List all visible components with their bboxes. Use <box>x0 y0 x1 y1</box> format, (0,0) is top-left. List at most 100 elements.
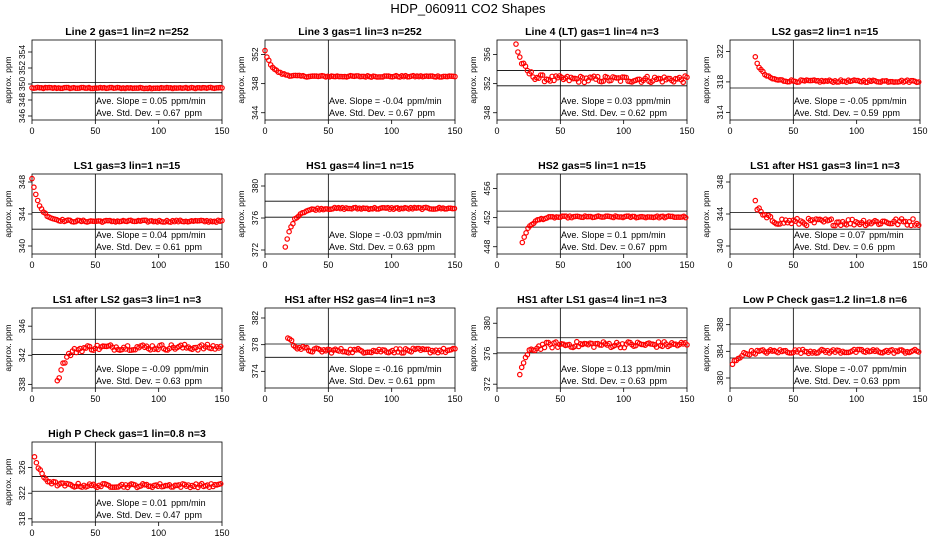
slope-label: Ave. Slope = <box>794 364 848 374</box>
slope-annotation: Ave. Slope = 0.13 ppm/min <box>561 364 671 374</box>
data-point <box>539 72 546 78</box>
slope-value: -0.05 <box>848 96 869 106</box>
data-point <box>524 351 531 358</box>
y-tick-label: 340 <box>715 239 725 253</box>
std-annotation: Ave. Std. Dev. = 0.63 ppm <box>96 376 202 386</box>
slope-label: Ave. Slope = <box>96 498 150 508</box>
x-tick-label: 50 <box>90 126 100 136</box>
data-point <box>518 364 525 371</box>
panel-11: HS1 after LS1 gas=4 lin=1 n=3 372 376 380 ap… <box>468 294 695 404</box>
x-tick-label: 150 <box>912 394 927 404</box>
y-tick-label: 380 <box>250 179 260 193</box>
std-value: 0.6 <box>861 242 874 252</box>
std-label: Ave. Std. Dev. = <box>96 242 163 252</box>
y-tick-label: 376 <box>250 211 260 225</box>
y-axis-label: approx. ppm <box>3 458 13 505</box>
slope-value: 0.01 <box>150 498 168 508</box>
data-point <box>516 54 523 60</box>
data-point <box>217 480 224 487</box>
slope-label: Ave. Slope = <box>794 96 848 106</box>
x-tick-label: 150 <box>679 260 694 270</box>
x-tick-label: 50 <box>788 260 798 270</box>
y-tick-label: 380 <box>715 371 725 385</box>
slope-value: 0.03 <box>615 96 633 106</box>
plot-frame <box>496 173 688 255</box>
x-tick-label: 150 <box>214 260 229 270</box>
data-point <box>541 344 548 351</box>
data-points <box>29 175 225 225</box>
x-tick-label: 50 <box>555 126 565 136</box>
data-point <box>290 220 296 227</box>
slope-unit: ppm/min <box>407 230 442 240</box>
y-axis-label: approx. ppm <box>468 56 478 103</box>
y-axis-label: approx. ppm <box>236 56 246 103</box>
panel-title: HS1 after LS1 gas=4 lin=1 n=3 <box>517 294 667 306</box>
x-tick-label: 0 <box>29 528 34 538</box>
std-unit: ppm <box>184 510 202 520</box>
data-point <box>680 79 687 86</box>
panel-title: HS1 after HS2 gas=4 lin=1 n=3 <box>285 294 436 306</box>
y-axis-label: approx. ppm <box>3 190 13 237</box>
panel-title: Low P Check gas=1.2 lin=1.8 n=6 <box>743 294 907 306</box>
data-point <box>752 197 759 204</box>
std-unit: ppm <box>649 242 667 252</box>
slope-annotation: Ave. Slope = -0.16 ppm/min <box>329 364 442 374</box>
std-unit: ppm <box>877 242 895 252</box>
x-tick-label: 150 <box>214 528 229 538</box>
std-annotation: Ave. Std. Dev. = 0.63 ppm <box>561 376 667 386</box>
slope-value: -0.16 <box>383 364 404 374</box>
slope-unit: ppm/min <box>171 96 206 106</box>
data-points <box>516 338 690 378</box>
data-point <box>62 360 68 366</box>
slope-label: Ave. Slope = <box>96 364 150 374</box>
y-tick-label: 342 <box>17 348 27 362</box>
data-point <box>282 244 289 250</box>
std-value: 0.63 <box>861 376 879 386</box>
std-unit: ppm <box>649 376 667 386</box>
std-annotation: Ave. Std. Dev. = 0.62 ppm <box>561 108 667 118</box>
y-axis-label: approx. ppm <box>236 190 246 237</box>
panel-5: LS1 gas=3 lin=1 n=15 340 344 348 approx. ppm… <box>3 160 230 270</box>
std-unit: ppm <box>649 108 667 118</box>
data-point <box>915 349 922 355</box>
slope-label: Ave. Slope = <box>794 230 848 240</box>
data-point <box>398 350 405 356</box>
y-tick-label: 380 <box>482 316 492 330</box>
data-points <box>729 346 922 368</box>
data-point <box>594 73 601 80</box>
slope-value: 0.1 <box>615 230 628 240</box>
data-points <box>29 84 225 92</box>
x-tick-label: 0 <box>29 260 34 270</box>
y-axis-label: approx. ppm <box>3 324 13 371</box>
panel-title: LS1 after HS1 gas=3 lin=1 n=3 <box>750 160 900 172</box>
slope-annotation: Ave. Slope = -0.09 ppm/min <box>96 364 209 374</box>
data-point <box>67 352 74 359</box>
data-point <box>452 73 458 80</box>
slope-annotation: Ave. Slope = 0.03 ppm/min <box>561 96 671 106</box>
data-point <box>523 230 529 236</box>
y-axis-label: approx. ppm <box>701 324 711 371</box>
panel-7: HS2 gas=5 lin=1 n=15 448 452 456 approx. ppm… <box>468 160 695 270</box>
x-tick-label: 150 <box>679 394 694 404</box>
data-point <box>262 47 268 54</box>
x-tick-label: 100 <box>849 260 864 270</box>
y-axis-label: approx. ppm <box>701 190 711 237</box>
slope-label: Ave. Slope = <box>329 96 383 106</box>
std-unit: ppm <box>882 376 900 386</box>
data-point <box>90 218 96 225</box>
x-tick-label: 0 <box>727 260 732 270</box>
slope-value: 0.04 <box>150 230 168 240</box>
panel-4: LS2 gas=2 lin=1 n=15 314 318 322 approx. ppm… <box>701 26 928 136</box>
data-point <box>803 222 810 229</box>
panel-title: High P Check gas=1 lin=0.8 n=3 <box>48 428 206 440</box>
std-annotation: Ave. Std. Dev. = 0.61 ppm <box>96 242 202 252</box>
panel-title: Line 2 gas=1 lin=2 n=252 <box>65 26 189 38</box>
data-point <box>29 175 35 182</box>
data-point <box>219 85 225 91</box>
data-point <box>449 205 456 212</box>
x-tick-label: 100 <box>151 126 166 136</box>
data-points <box>31 453 224 491</box>
data-point <box>684 342 690 348</box>
std-unit: ppm <box>184 108 202 118</box>
slope-unit: ppm/min <box>407 364 442 374</box>
